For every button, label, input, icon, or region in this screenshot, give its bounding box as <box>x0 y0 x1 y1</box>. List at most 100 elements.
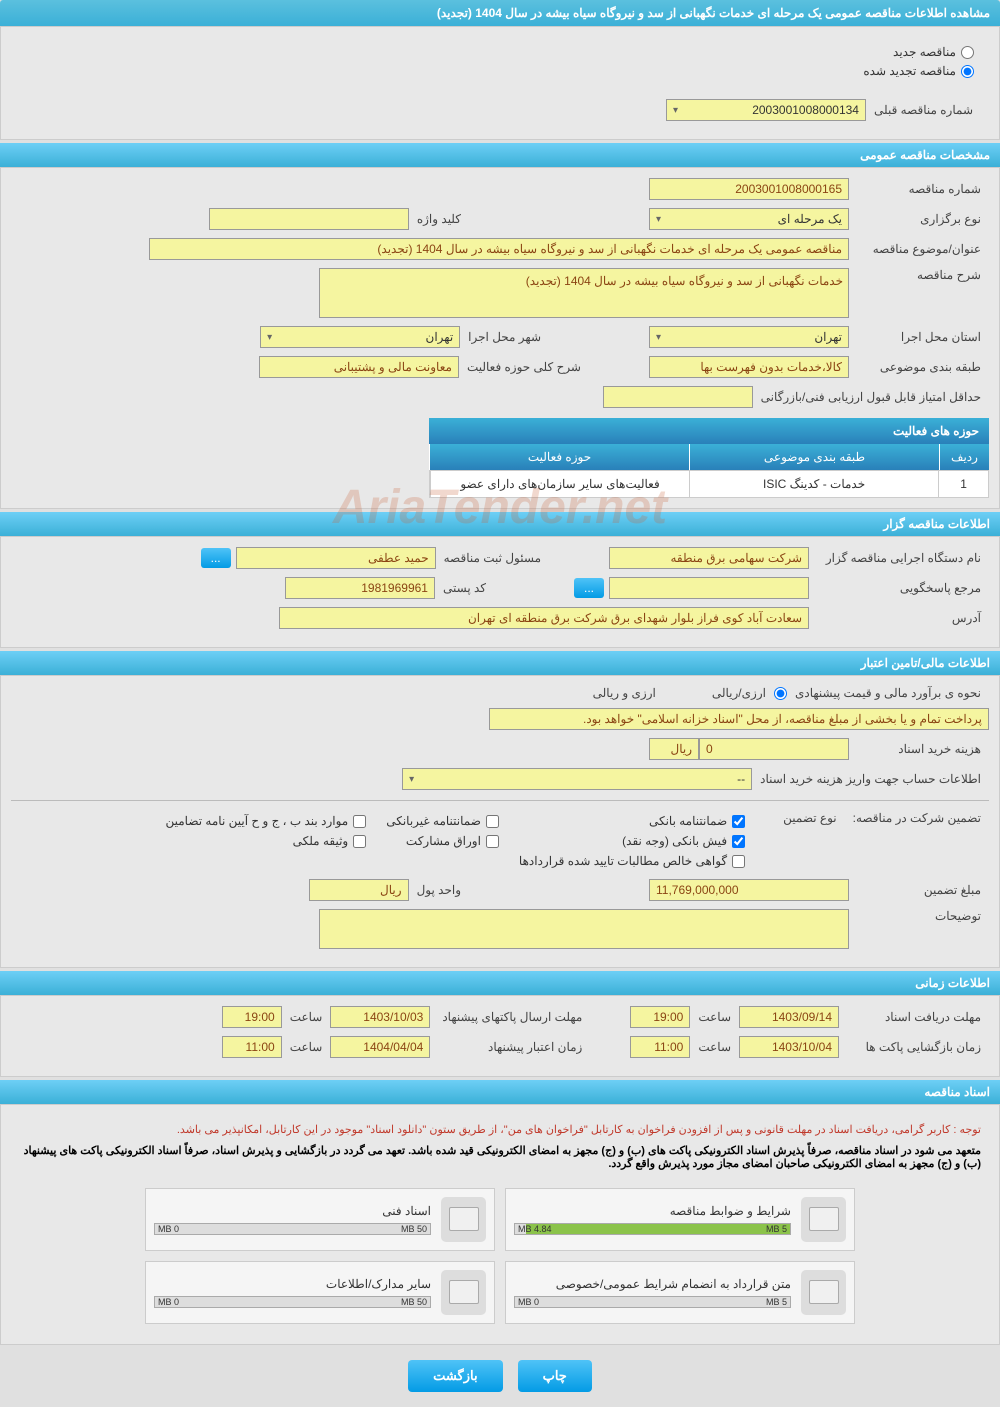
file4-used: 0 MB <box>158 1297 179 1307</box>
validity-date: 1404/04/04 <box>330 1036 430 1058</box>
folder-icon <box>801 1197 846 1242</box>
time-label-2: ساعت <box>282 1010 331 1024</box>
currency-opt2: ارزی و ریالی <box>585 686 664 700</box>
chk-cert-label: گواهی خالص مطالبات تایید شده قراردادها <box>519 854 727 868</box>
min-score-label: حداقل امتیاز قابل قبول ارزیابی فنی/بازرگ… <box>753 390 989 404</box>
type-select[interactable]: یک مرحله ای ▾ <box>649 208 849 230</box>
subject-field: مناقصه عمومی یک مرحله ای خدمات نگهبانی ا… <box>149 238 849 260</box>
amount-field: 11,769,000,000 <box>649 879 849 901</box>
city-select[interactable]: تهران ▾ <box>260 326 460 348</box>
file3-total: 5 MB <box>766 1297 787 1307</box>
responder-field[interactable] <box>609 577 809 599</box>
chevron-down-icon: ▾ <box>267 332 272 343</box>
postal-field: 1981969961 <box>285 577 435 599</box>
radio-renewed-tender[interactable] <box>961 65 974 78</box>
validity-label: زمان اعتبار پیشنهاد <box>430 1040 590 1054</box>
currency-opt1: ارزی/ریالی <box>704 686 774 700</box>
doc-note-2: متعهد می شود در اسناد مناقصه، صرفاً پذیر… <box>11 1144 989 1178</box>
tender-no-label: شماره مناقصه <box>849 182 989 196</box>
activity-desc-label: شرح کلی حوزه فعالیت <box>459 360 589 374</box>
account-label: اطلاعات حساب جهت واریز هزینه خرید اسناد <box>752 772 989 786</box>
category-field: کالا،خدمات بدون فهرست بها <box>649 356 849 378</box>
reg-officer-label: مسئول ثبت مناقصه <box>436 551 549 565</box>
time-label-3: ساعت <box>690 1040 739 1054</box>
activities-header: حوزه های فعالیت <box>429 418 989 444</box>
print-button[interactable]: چاپ <box>518 1360 592 1392</box>
estimate-label: نحوه ی برآورد مالی و قیمت پیشنهادی <box>787 686 989 700</box>
province-label: استان محل اجرا <box>849 330 989 344</box>
radio-new-tender[interactable] <box>961 46 974 59</box>
file2-name: اسناد فنی <box>154 1204 431 1218</box>
radio-new-label: مناقصه جدید <box>893 45 956 59</box>
prev-tender-label: شماره مناقصه قبلی <box>866 103 981 117</box>
open-date: 1403/10/04 <box>739 1036 839 1058</box>
type-label: نوع برگزاری <box>849 212 989 226</box>
officer-more-button[interactable]: ... <box>201 548 231 568</box>
chk-cert[interactable] <box>732 855 745 868</box>
submit-date: 1403/10/03 <box>330 1006 430 1028</box>
chk-bank[interactable] <box>732 815 745 828</box>
chk-nonbank-label: ضمانتنامه غیربانکی <box>386 814 481 828</box>
section-general: مشخصات مناقصه عمومی <box>0 143 1000 167</box>
radio-currency1[interactable] <box>774 687 787 700</box>
activities-table: حوزه های فعالیت ردیف طبقه بندی موضوعی حو… <box>429 418 989 498</box>
file-box-3[interactable]: متن قرارداد به انضمام شرایط عمومی/خصوصی … <box>505 1261 855 1324</box>
responder-more-button[interactable]: ... <box>574 578 604 598</box>
chk-cases-label: موارد بند ب ، ج و ح آیین نامه تضامین <box>166 814 349 828</box>
submit-label: مهلت ارسال پاکتهای پیشنهاد <box>430 1010 590 1024</box>
file-box-1[interactable]: شرایط و ضوابط مناقصه 5 MB 4.84 MB <box>505 1188 855 1251</box>
chk-bonds-label: اوراق مشارکت <box>406 834 481 848</box>
time-label-1: ساعت <box>690 1010 739 1024</box>
file3-name: متن قرارداد به انضمام شرایط عمومی/خصوصی <box>514 1277 791 1291</box>
file2-used: 0 MB <box>158 1224 179 1234</box>
chk-cash[interactable] <box>732 835 745 848</box>
col-act: حوزه فعالیت <box>429 444 689 470</box>
file1-total: 5 MB <box>766 1224 787 1234</box>
doc-note-1: توجه : کاربر گرامی، دریافت اسناد در مهلت… <box>11 1115 989 1144</box>
chk-bank-label: ضمانتنامه بانکی <box>649 814 727 828</box>
keyword-field[interactable] <box>209 208 409 230</box>
account-select[interactable]: -- ▾ <box>402 768 752 790</box>
province-select[interactable]: تهران ▾ <box>649 326 849 348</box>
general-panel: شماره مناقصه 2003001008000165 نوع برگزار… <box>0 167 1000 509</box>
notes-field[interactable] <box>319 909 849 949</box>
file2-total: 50 MB <box>401 1224 427 1234</box>
table-row: 1 خدمات - کدینگ ISIC فعالیت‌های سایر ساز… <box>429 470 989 498</box>
file4-name: سایر مدارک/اطلاعات <box>154 1277 431 1291</box>
time-label-4: ساعت <box>282 1040 331 1054</box>
receive-label: مهلت دریافت اسناد <box>839 1010 989 1024</box>
keyword-label: کلید واژه <box>409 212 469 226</box>
row-cat: خدمات - کدینگ ISIC <box>689 471 938 497</box>
folder-icon <box>801 1270 846 1315</box>
file-box-4[interactable]: سایر مدارک/اطلاعات 50 MB 0 MB <box>145 1261 495 1324</box>
file4-total: 50 MB <box>401 1297 427 1307</box>
chevron-down-icon: ▾ <box>673 105 678 116</box>
responder-label: مرجع پاسخگویی <box>809 581 989 595</box>
section-organizer: اطلاعات مناقصه گزار <box>0 512 1000 536</box>
category-label: طبقه بندی موضوعی <box>849 360 989 374</box>
desc-field: خدمات نگهبانی از سد و نیروگاه سیاه بیشه … <box>319 268 849 318</box>
rial-label: ریال <box>649 738 699 760</box>
back-button[interactable]: بازگشت <box>408 1360 502 1392</box>
org-field: شرکت سهامی برق منطقه <box>609 547 809 569</box>
treasury-note: پرداخت تمام و یا بخشی از مبلغ مناقصه، از… <box>489 708 989 730</box>
section-financial: اطلاعات مالی/تامین اعتبار <box>0 651 1000 675</box>
address-label: آدرس <box>809 611 989 625</box>
address-field: سعادت آباد کوی فراز بلوار شهدای برق شرکت… <box>279 607 809 629</box>
prev-tender-select[interactable]: 2003001008000134 ▾ <box>666 99 866 121</box>
chk-property[interactable] <box>353 835 366 848</box>
file-box-2[interactable]: اسناد فنی 50 MB 0 MB <box>145 1188 495 1251</box>
notes-label: توضیحات <box>849 909 989 923</box>
guarantee-label: تضمین شرکت در مناقصه: <box>845 811 989 825</box>
timing-panel: مهلت دریافت اسناد 1403/09/14 ساعت 19:00 … <box>0 995 1000 1077</box>
chk-nonbank[interactable] <box>486 815 499 828</box>
receive-time: 19:00 <box>630 1006 690 1028</box>
min-score-field[interactable] <box>603 386 753 408</box>
section-timing: اطلاعات زمانی <box>0 971 1000 995</box>
reg-officer-field: حمید عطفی <box>236 547 436 569</box>
col-idx: ردیف <box>939 444 989 470</box>
chk-bonds[interactable] <box>486 835 499 848</box>
amount-label: مبلغ تضمین <box>849 883 989 897</box>
financial-panel: نحوه ی برآورد مالی و قیمت پیشنهادی ارزی/… <box>0 675 1000 968</box>
chk-cases[interactable] <box>353 815 366 828</box>
